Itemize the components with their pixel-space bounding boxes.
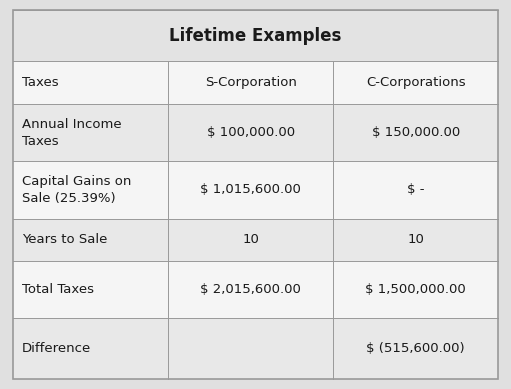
Text: $ 1,500,000.00: $ 1,500,000.00 [365, 283, 466, 296]
Text: $ (515,600.00): $ (515,600.00) [366, 342, 465, 355]
Bar [13, 318, 498, 379]
Text: Capital Gains on
Sale (25.39%): Capital Gains on Sale (25.39%) [22, 175, 131, 205]
Bar [13, 219, 498, 261]
Text: Years to Sale: Years to Sale [22, 233, 107, 246]
Text: 10: 10 [242, 233, 259, 246]
Text: Lifetime Examples: Lifetime Examples [169, 26, 342, 45]
Bar [13, 261, 498, 318]
Text: Difference: Difference [22, 342, 91, 355]
Text: S-Corporation: S-Corporation [205, 76, 296, 89]
Text: $ 1,015,600.00: $ 1,015,600.00 [200, 183, 301, 196]
Text: Annual Income
Taxes: Annual Income Taxes [22, 117, 122, 147]
Text: $ 100,000.00: $ 100,000.00 [206, 126, 295, 139]
Text: 10: 10 [407, 233, 424, 246]
Text: Total Taxes: Total Taxes [22, 283, 94, 296]
Bar [13, 10, 498, 61]
Text: C-Corporations: C-Corporations [366, 76, 466, 89]
Bar [13, 104, 498, 161]
Bar [13, 61, 498, 104]
Text: $ 150,000.00: $ 150,000.00 [371, 126, 460, 139]
Text: $ -: $ - [407, 183, 425, 196]
Bar [13, 161, 498, 219]
Text: $ 2,015,600.00: $ 2,015,600.00 [200, 283, 301, 296]
Text: Taxes: Taxes [22, 76, 59, 89]
